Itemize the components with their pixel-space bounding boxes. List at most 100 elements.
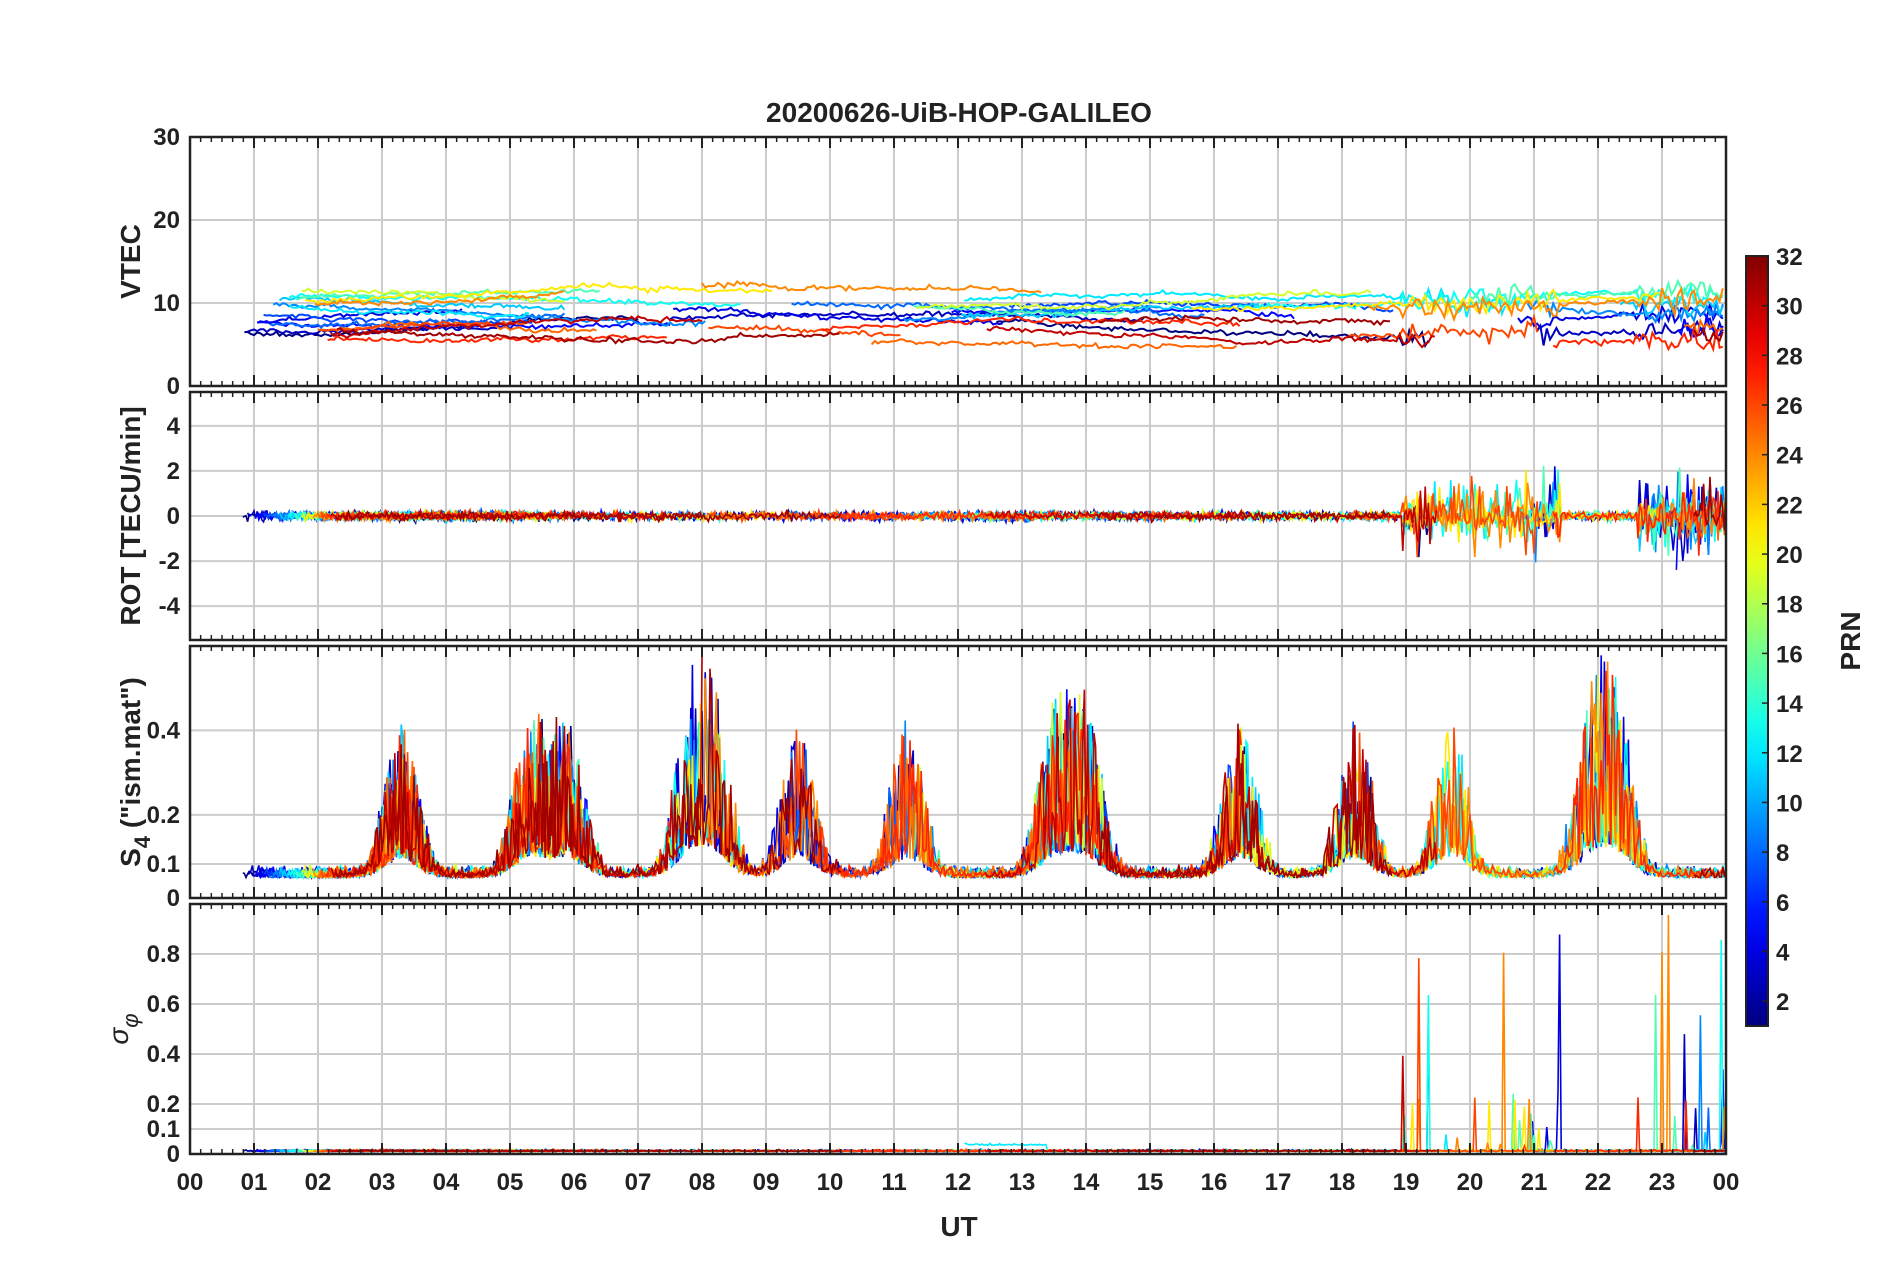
series-line-prn-9: [272, 674, 1726, 880]
colorbar-tick-label: 30: [1776, 294, 1803, 321]
y-tick-label: 0: [167, 503, 180, 530]
y-tick-label: -4: [159, 593, 181, 620]
series-line-prn-11: [279, 1131, 1726, 1154]
colorbar-tick-label: 28: [1776, 343, 1803, 370]
x-tick-label: 08: [689, 1169, 716, 1196]
x-tick-label: 00: [1713, 1169, 1740, 1196]
y-tick-label: 0.1: [147, 851, 180, 878]
y-tick-label: 4: [167, 413, 181, 440]
panel-frame: [188, 135, 1728, 388]
y-tick-label: 0.4: [147, 717, 181, 744]
series-line-prn-25: [317, 317, 1724, 350]
y-tick-label: 0: [167, 373, 180, 400]
colorbar-tick-label: 14: [1776, 691, 1803, 718]
series-group: [242, 914, 1726, 1154]
series-line-prn-31: [336, 314, 1724, 345]
x-tick-label: 05: [497, 1169, 524, 1196]
x-tick-label: 03: [369, 1169, 396, 1196]
y-axis-title-main: σ: [103, 1027, 134, 1045]
colorbar-tick-label: 26: [1776, 393, 1803, 420]
colorbar-tick-label: 20: [1776, 542, 1803, 569]
y-axis-title-sub: 4: [130, 835, 155, 848]
panel-frame: [188, 390, 1728, 642]
colorbar-label: PRN: [1835, 611, 1866, 670]
series-line-prn-31: [334, 668, 1726, 880]
x-axis-title: UT: [940, 1211, 977, 1242]
panel-frame: [188, 644, 1728, 900]
y-tick-label: 10: [153, 290, 180, 317]
colorbar-tick-label: 8: [1776, 840, 1789, 867]
x-tick-label: 16: [1201, 1169, 1228, 1196]
y-tick-label: 0: [167, 885, 180, 912]
x-tick-label: 19: [1393, 1169, 1420, 1196]
x-tick-label: 02: [305, 1169, 332, 1196]
colorbar-tick-label: 22: [1776, 492, 1803, 519]
series-group: [244, 278, 1724, 353]
panel-frame: [188, 902, 1728, 1156]
x-tick-label: 20: [1457, 1169, 1484, 1196]
y-tick-label: 0.6: [147, 991, 180, 1018]
y-axis-title-rest: ("ism.mat"): [115, 677, 146, 836]
x-tick-label: 11: [881, 1169, 906, 1196]
y-tick-label: 30: [153, 124, 180, 151]
colorbar-tick-label: 16: [1776, 641, 1803, 668]
series-line-prn-8: [267, 699, 1726, 881]
colorbar-tick-label: 18: [1776, 592, 1803, 619]
y-axis-title-rot: ROT [TECU/min]: [115, 406, 146, 625]
y-tick-label: 2: [167, 458, 180, 485]
colorbar-tick-label: 6: [1776, 890, 1789, 917]
colorbar-tick-label: 10: [1776, 790, 1803, 817]
y-axis-title-sub: φ: [118, 1013, 143, 1027]
y-tick-label: 0.8: [147, 941, 180, 968]
series-line-prn-13: [288, 939, 1726, 1153]
x-tick-label: 15: [1137, 1169, 1164, 1196]
series-line-prn-9: [272, 1015, 1726, 1153]
y-tick-label: 0.2: [147, 1091, 180, 1118]
x-tick-label: 13: [1009, 1169, 1036, 1196]
series-line-prn-3: [247, 672, 1726, 880]
colorbar-tick-label: 4: [1776, 939, 1790, 966]
y-axis-title-sigphi: σφ: [103, 1013, 143, 1044]
colorbar-tick-label: 24: [1776, 443, 1803, 470]
series-line-prn-19: [301, 691, 1372, 881]
x-tick-label: 22: [1585, 1169, 1612, 1196]
series-line-prn-31: [335, 476, 1726, 531]
series-line-prn-21: [304, 281, 1659, 317]
series-line-prn-5: [256, 689, 1726, 881]
x-tick-label: 07: [625, 1169, 652, 1196]
y-tick-label: 20: [153, 207, 180, 234]
x-tick-label: 21: [1521, 1169, 1548, 1196]
y-tick-label: 0: [167, 1141, 180, 1168]
y-tick-label: 0.1: [147, 1116, 180, 1143]
x-tick-label: 01: [241, 1169, 268, 1196]
x-tick-label: 00: [177, 1169, 204, 1196]
chart-title: 20200626-UiB-HOP-GALILEO: [766, 97, 1152, 128]
series-line-prn-24: [314, 279, 1724, 323]
y-tick-label: 0.4: [147, 1041, 181, 1068]
y-axis-title-vtec: VTEC: [115, 224, 146, 299]
y-tick-label: -2: [159, 548, 180, 575]
panel-vtec: 0 10 20 30 VTEC: [115, 124, 1728, 400]
colorbar-scale: [1745, 255, 1769, 1027]
x-tick-label: 23: [1649, 1169, 1676, 1196]
panel-s4: 00.10.20.4S4 ("ism.mat"): [115, 644, 1728, 912]
series-group: [242, 655, 1726, 881]
series-line-prn-4: [254, 655, 1726, 880]
x-tick-label: 04: [433, 1169, 460, 1196]
series-group: [242, 465, 1726, 570]
y-axis-title-s4: S4 ("ism.mat"): [115, 677, 155, 867]
panel-sigphi: 00.10.2 0.4 0.6 0.8 σφ 00 01 02 03 04 05 06 07 08 09 10…: [103, 902, 1740, 1196]
y-axis-title-main: S: [115, 848, 146, 867]
series-line-prn-1: [242, 1020, 1430, 1153]
colorbar-tick-label: 2: [1776, 989, 1789, 1016]
x-tick-label: 06: [561, 1169, 588, 1196]
series-line-prn-12: [287, 1134, 1506, 1153]
x-tick-label: 12: [945, 1169, 972, 1196]
x-tick-label: 10: [817, 1169, 844, 1196]
panel-rot: -4 -2 0 2 4 ROT [TECU/min]: [115, 390, 1728, 642]
x-tick-label: 17: [1265, 1169, 1292, 1196]
colorbar-tick-label: 12: [1776, 741, 1803, 768]
